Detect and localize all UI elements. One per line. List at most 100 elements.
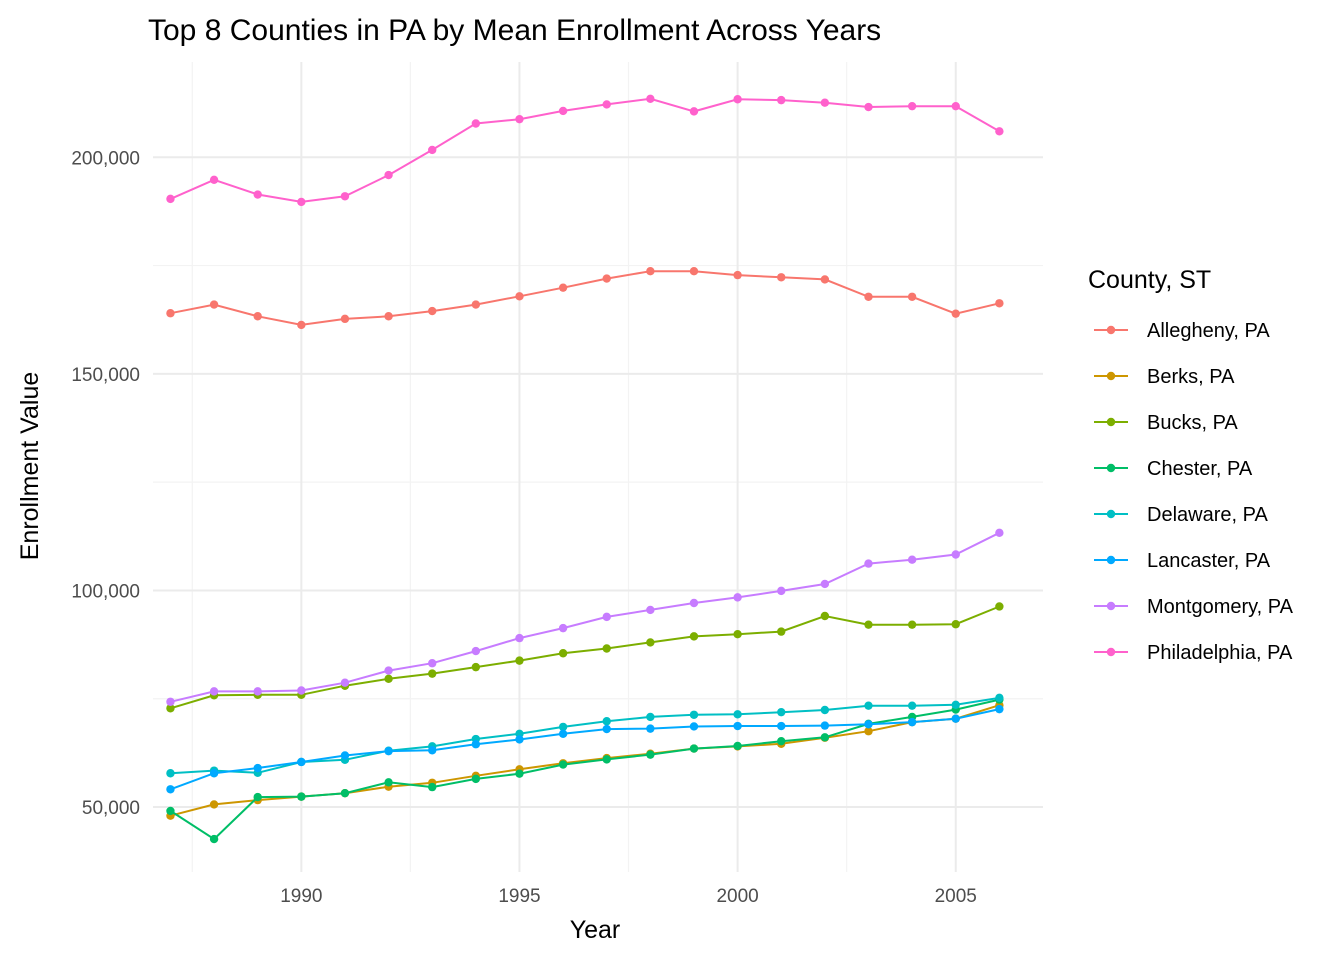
data-point: [995, 704, 1004, 714]
data-point: [253, 763, 262, 773]
data-point: [820, 721, 830, 730]
data-point: [253, 687, 262, 696]
series-line: [170, 270, 1000, 326]
data-point: [297, 757, 306, 767]
data-point: [733, 629, 742, 639]
data-point: [166, 769, 175, 778]
data-point: [428, 669, 437, 678]
data-point: [384, 170, 393, 180]
y-tick-label: 150,000: [71, 365, 140, 386]
data-point: [820, 705, 830, 715]
data-point: [384, 778, 393, 787]
y-tick-label: 100,000: [71, 581, 140, 602]
data-point: [864, 292, 873, 301]
legend-key-point: [1106, 417, 1116, 427]
data-point: [558, 283, 568, 292]
data-point: [646, 605, 655, 615]
data-point: [166, 704, 175, 713]
data-point: [558, 649, 568, 658]
data-point: [558, 729, 568, 739]
series-line: [170, 704, 1000, 817]
legend-item: Allegheny, PA: [1094, 320, 1270, 342]
data-point: [297, 197, 306, 207]
data-point: [428, 145, 437, 155]
data-point: [689, 267, 699, 276]
data-point: [166, 309, 175, 318]
data-point: [297, 686, 306, 695]
series-bucks-pa: [166, 602, 1004, 713]
data-point: [951, 620, 960, 629]
y-tick-label: 50,000: [82, 798, 140, 819]
data-point: [951, 101, 960, 111]
series-lancaster-pa: [166, 704, 1004, 794]
data-point: [471, 774, 481, 784]
legend-key-point: [1106, 601, 1116, 611]
data-point: [558, 623, 568, 633]
data-point: [777, 707, 786, 717]
x-tick-label: 2005: [935, 886, 977, 907]
legend-label: Montgomery, PA: [1147, 596, 1294, 618]
data-point: [646, 94, 655, 104]
data-point: [515, 633, 524, 643]
data-point: [907, 555, 917, 564]
data-point: [733, 593, 742, 602]
series-montgomery-pa: [166, 528, 1004, 706]
data-point: [864, 727, 873, 736]
series-line: [170, 605, 1000, 710]
data-point: [951, 714, 960, 723]
data-point: [558, 722, 568, 732]
legend-item: Chester, PA: [1094, 458, 1253, 480]
legend-label: Delaware, PA: [1147, 504, 1268, 526]
data-point: [689, 722, 699, 731]
data-point: [689, 632, 699, 641]
data-point: [558, 106, 568, 116]
legend-label: Bucks, PA: [1147, 412, 1238, 434]
data-point: [166, 785, 175, 794]
data-point: [733, 270, 742, 280]
data-point: [253, 792, 262, 802]
legend-label: Chester, PA: [1147, 458, 1253, 480]
data-point: [689, 744, 699, 753]
data-point: [646, 750, 655, 759]
data-point: [864, 102, 873, 112]
data-point: [384, 312, 393, 321]
legend-item: Lancaster, PA: [1094, 550, 1271, 572]
legend-key-point: [1106, 647, 1116, 657]
data-point: [384, 674, 393, 684]
data-point: [602, 100, 611, 109]
data-point: [340, 314, 350, 324]
data-point: [515, 769, 524, 778]
data-point: [777, 721, 786, 731]
y-axis-title: Enrollment Value: [16, 372, 44, 561]
legend-title: County, ST: [1088, 266, 1211, 294]
data-point: [820, 275, 830, 284]
data-point: [602, 755, 611, 764]
x-tick-label: 1995: [498, 886, 540, 907]
data-point: [733, 95, 742, 104]
data-point: [995, 602, 1004, 611]
data-point: [428, 306, 437, 316]
data-point: [384, 746, 393, 756]
series-line: [170, 531, 1000, 703]
data-point: [209, 834, 219, 844]
chart-title: Top 8 Counties in PA by Mean Enrollment …: [148, 14, 881, 47]
data-point: [820, 733, 830, 742]
grid-lines: [153, 62, 1043, 872]
data-point: [471, 119, 481, 128]
data-point: [820, 579, 830, 589]
x-axis-title: Year: [570, 916, 621, 944]
series-philadelphia-pa: [166, 94, 1004, 207]
data-point: [646, 712, 655, 722]
legend-key-point: [1106, 463, 1116, 473]
data-point: [864, 620, 873, 629]
series-layer: [166, 94, 1004, 844]
data-point: [951, 550, 960, 559]
data-point: [602, 724, 611, 734]
legend-item: Berks, PA: [1094, 366, 1235, 388]
series-allegheny-pa: [166, 267, 1004, 330]
data-point: [995, 127, 1004, 136]
data-point: [602, 717, 611, 726]
data-point: [209, 769, 219, 778]
data-point: [864, 720, 873, 729]
